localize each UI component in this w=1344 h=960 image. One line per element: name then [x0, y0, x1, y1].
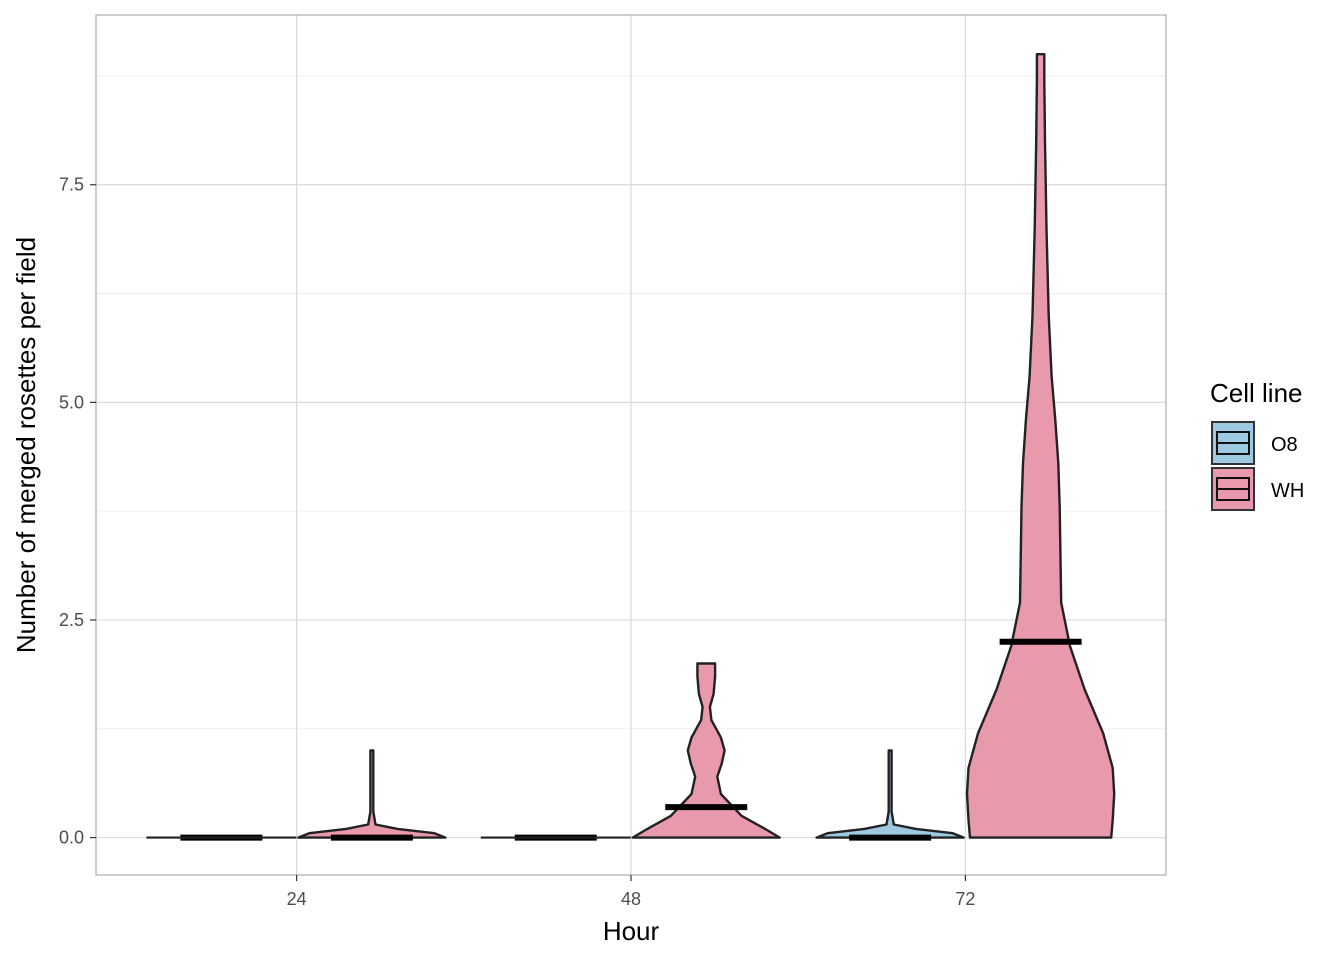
x-axis: 24 48 72 — [287, 875, 975, 909]
y-tick-label: 0.0 — [59, 828, 84, 848]
y-tick-label: 2.5 — [59, 610, 84, 630]
legend-label: WH — [1271, 480, 1304, 502]
x-tick-label: 24 — [287, 889, 307, 909]
legend-title: Cell line — [1210, 378, 1303, 408]
y-axis-title: Number of merged rosettes per field — [11, 237, 41, 653]
violins — [146, 53, 1116, 841]
legend-label: O8 — [1271, 434, 1298, 456]
legend-item-wh: WH — [1211, 467, 1304, 511]
y-tick-label: 7.5 — [59, 175, 84, 195]
legend-item-o8: O8 — [1211, 421, 1298, 465]
violin-wh-72 — [965, 53, 1116, 839]
x-axis-title: Hour — [603, 916, 660, 946]
y-tick-label: 5.0 — [59, 392, 84, 412]
x-tick-label: 48 — [621, 889, 641, 909]
violin-o8-72 — [815, 749, 965, 839]
violin-wh-24 — [297, 749, 447, 839]
legend: Cell line O8 WH — [1210, 378, 1304, 511]
y-axis: 0.0 2.5 5.0 7.5 — [59, 175, 96, 848]
major-gridlines — [96, 15, 1166, 875]
violin-wh-48 — [631, 662, 781, 839]
x-tick-label: 72 — [955, 889, 975, 909]
